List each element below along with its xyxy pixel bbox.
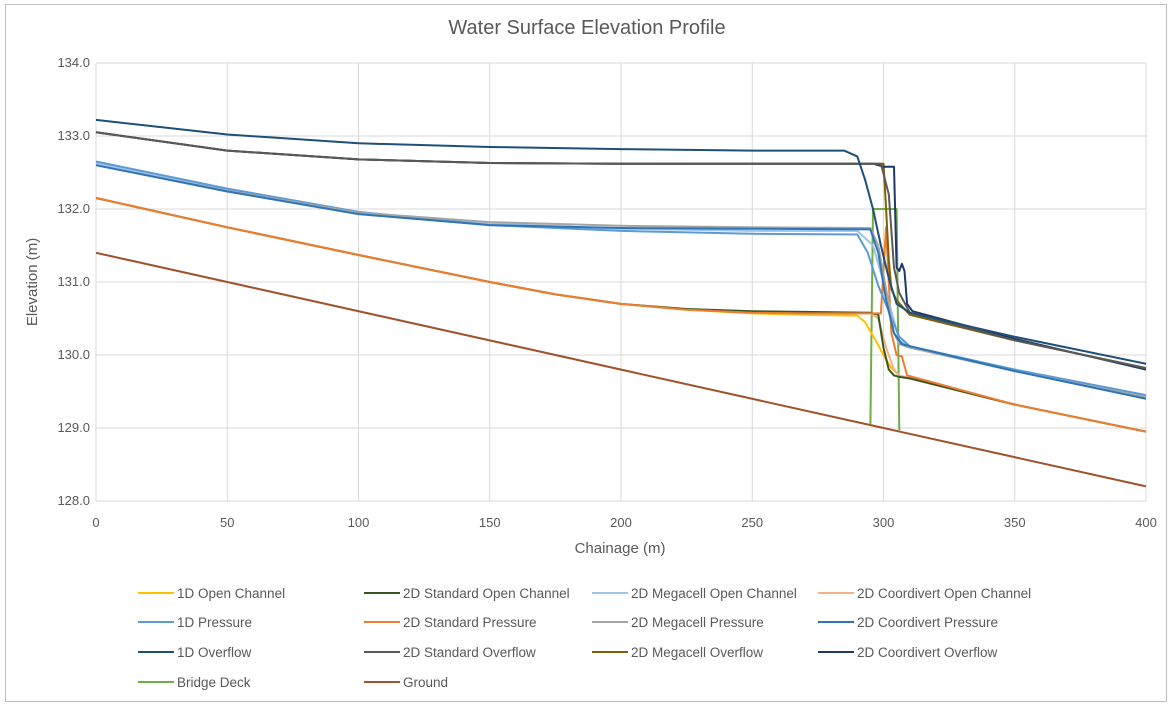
chart-title: Water Surface Elevation Profile [448,17,725,39]
legend-item: 1D Pressure [138,615,252,630]
legend-label: 2D Megacell Open Channel [631,586,797,601]
series-line-1d-overflow [95,118,1147,365]
grid [95,62,1147,502]
legend-item: 2D Megacell Open Channel [592,586,797,601]
legend-label: Bridge Deck [177,675,251,690]
y-tick-label: 128.0 [57,493,90,508]
series-line-2d-standard-overflow [95,131,1147,370]
legend-label: 1D Overflow [177,645,252,660]
y-tick-label: 132.0 [57,201,90,216]
legend-item: Ground [364,675,448,690]
legend-item: Bridge Deck [138,675,251,690]
x-tick-label: 0 [92,515,99,530]
y-tick-label: 134.0 [57,55,90,70]
x-tick-label: 200 [610,515,632,530]
x-tick-label: 100 [348,515,370,530]
x-tick-label: 300 [873,515,895,530]
x-tick-label: 50 [220,515,234,530]
legend-item: 2D Coordivert Pressure [818,615,998,630]
legend-item: 1D Overflow [138,645,252,660]
series-line-bridge-deck [869,208,901,431]
legend-item: 2D Standard Pressure [364,615,537,630]
y-tick-label: 131.0 [57,274,90,289]
y-axis-title: Elevation (m) [24,238,41,326]
x-tick-label: 150 [479,515,501,530]
legend-label: 2D Megacell Pressure [631,615,764,630]
legend-item: 2D Megacell Pressure [592,615,764,630]
legend-item: 2D Standard Overflow [364,645,536,660]
legend-label: 2D Standard Pressure [403,615,537,630]
legend-label: Ground [403,675,448,690]
legend-item: 2D Standard Open Channel [364,586,570,601]
legend-label: 2D Megacell Overflow [631,645,763,660]
x-tick-label: 350 [1004,515,1026,530]
legend: 1D Open Channel 2D Standard Open Channel 2… [138,586,1031,690]
legend-label: 2D Coordivert Open Channel [857,586,1031,601]
legend-label: 2D Standard Open Channel [403,586,570,601]
chart-frame [5,4,1167,702]
legend-label: 2D Coordivert Overflow [857,645,998,660]
series-line-2d-coordivert-pressure [95,164,1147,400]
y-tick-label: 130.0 [57,347,90,362]
x-tick-label: 400 [1135,515,1157,530]
legend-item: 2D Coordivert Open Channel [818,586,1031,601]
series-line-2d-standard-pressure [95,197,1147,433]
legend-item: 2D Coordivert Overflow [818,645,998,660]
series-line-ground [95,251,1147,488]
x-axis-title: Chainage (m) [575,540,666,557]
y-tick-label: 133.0 [57,128,90,143]
x-tick-label: 250 [741,515,763,530]
y-tick-label: 129.0 [57,420,90,435]
legend-label: 2D Coordivert Pressure [857,615,998,630]
legend-item: 1D Open Channel [138,586,285,601]
series-line-2d-megacell-pressure [95,164,1147,399]
legend-label: 2D Standard Overflow [403,645,536,660]
legend-label: 1D Open Channel [177,586,285,601]
legend-item: 2D Megacell Overflow [592,645,763,660]
tick-labels: 128.0 129.0 130.0 131.0 132.0 133.0 134.0 0 50 10… [57,55,1156,530]
series-layer [95,118,1147,488]
legend-label: 1D Pressure [177,615,252,630]
